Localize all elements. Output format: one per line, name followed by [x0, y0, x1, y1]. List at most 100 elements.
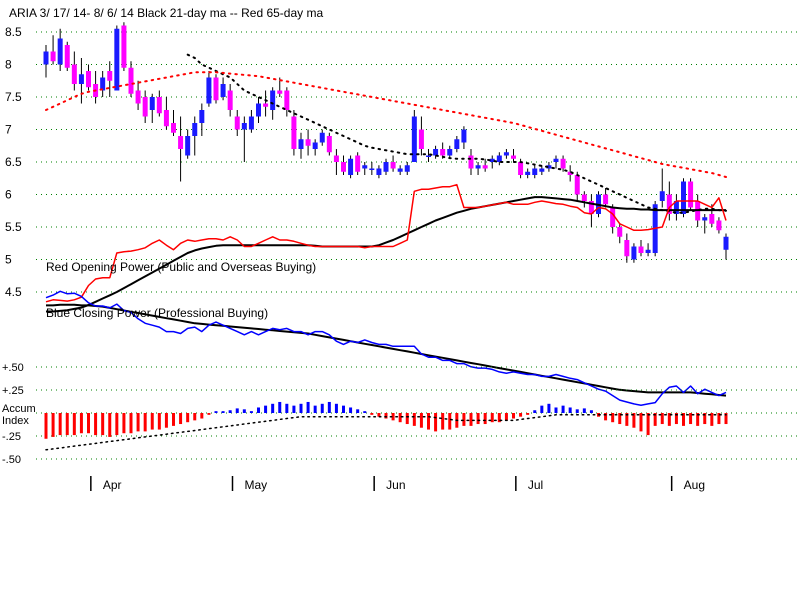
candle-body — [163, 110, 169, 127]
accum-bar — [285, 403, 289, 413]
candle — [645, 243, 651, 257]
candle — [454, 136, 460, 153]
accum-bar — [696, 413, 700, 426]
candle — [496, 152, 502, 166]
candle-body — [716, 220, 722, 231]
accum-bar — [306, 401, 310, 413]
candle — [553, 155, 559, 169]
candle-body — [227, 90, 233, 110]
candle — [362, 162, 368, 175]
opening-power-line — [45, 183, 727, 303]
candle-body — [426, 155, 431, 157]
candle — [263, 90, 269, 117]
accum-bar — [540, 405, 544, 413]
accum-bar — [589, 410, 593, 413]
candle-body — [86, 71, 91, 88]
candle — [525, 168, 531, 179]
candle — [326, 132, 332, 156]
price-tick-label: 4.5 — [5, 285, 22, 299]
accum-bar — [79, 413, 83, 434]
chart-title: ARIA 3/ 17/ 14- 8/ 6/ 14 Black 21-day ma… — [9, 6, 323, 20]
candle-body — [121, 25, 127, 68]
candle — [149, 93, 155, 123]
candle-body — [390, 162, 396, 169]
candle — [610, 204, 616, 234]
candle — [567, 165, 573, 182]
candle-body — [383, 162, 389, 172]
candle — [688, 178, 694, 211]
candle-body — [581, 194, 587, 201]
candle — [659, 168, 665, 208]
candle — [341, 155, 346, 175]
accum-bar — [703, 413, 707, 425]
accum-gridlines — [36, 366, 798, 460]
candle-body — [688, 181, 694, 208]
candle — [178, 116, 184, 182]
candle — [461, 126, 467, 149]
accum-bar — [363, 411, 367, 413]
accum-bar — [504, 413, 508, 421]
month-label: Jul — [528, 478, 543, 492]
candle — [397, 165, 403, 175]
accum-label-line2: Index — [2, 415, 29, 427]
candle — [319, 129, 325, 146]
candle-body — [645, 249, 651, 253]
accum-bar — [519, 413, 523, 417]
candle-body — [503, 152, 509, 156]
candle — [475, 162, 481, 175]
candle-body — [546, 165, 552, 169]
accum-bar — [604, 413, 608, 421]
candle — [503, 149, 509, 159]
price-tick-label: 5.5 — [5, 220, 22, 234]
accum-bar — [391, 413, 395, 421]
closing-power-label: Blue Closing Power (Professional Buying) — [46, 306, 268, 320]
candle — [489, 155, 495, 169]
candle-body — [433, 149, 439, 156]
accum-bar — [611, 413, 615, 423]
accum-bar — [179, 413, 183, 425]
accum-bar — [434, 413, 438, 432]
accum-bar — [554, 407, 558, 413]
accum-bar — [526, 413, 530, 415]
candle-body — [57, 38, 63, 65]
candle-body — [461, 129, 467, 143]
candle — [213, 74, 219, 104]
month-label: Aug — [684, 478, 705, 492]
candle — [546, 162, 552, 172]
candle-body — [128, 67, 134, 94]
accum-bar — [72, 413, 76, 436]
candle — [248, 110, 254, 133]
candle-body — [78, 74, 84, 84]
candle-body — [369, 168, 375, 170]
candle — [192, 116, 198, 156]
candle — [220, 77, 226, 101]
accum-bar — [582, 408, 586, 413]
candle-body — [475, 165, 481, 169]
month-axis: Apr May Jun Jul Aug — [90, 476, 705, 492]
candle-body — [411, 116, 417, 162]
accum-bar — [320, 403, 324, 413]
candle-body — [355, 155, 361, 172]
candle-body — [723, 236, 729, 250]
accum-bar — [278, 401, 282, 413]
accum-tick-label: +.25 — [2, 385, 24, 397]
accum-bar — [313, 405, 317, 413]
accum-bar — [87, 413, 90, 434]
ma21-line — [186, 53, 727, 214]
accum-bar — [327, 401, 331, 413]
accum-bar — [65, 413, 69, 436]
candle — [603, 188, 609, 208]
candle — [57, 28, 63, 71]
candle — [631, 243, 637, 263]
candle — [418, 116, 424, 156]
candle-body — [220, 84, 226, 97]
candle — [50, 35, 56, 65]
accum-bar — [249, 411, 253, 413]
accum-bar — [235, 408, 239, 413]
accum-bar — [469, 413, 473, 426]
accum-bar — [172, 413, 175, 426]
candle-body — [362, 165, 368, 169]
candle-body — [263, 103, 269, 107]
candle-body — [376, 168, 382, 175]
candle — [298, 132, 304, 159]
